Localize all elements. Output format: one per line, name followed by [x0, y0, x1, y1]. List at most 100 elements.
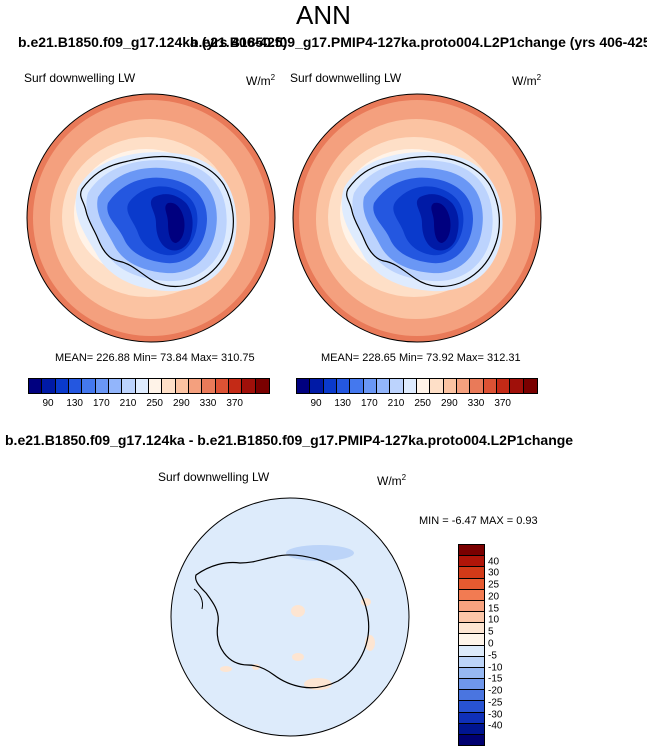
left-colorbar — [28, 378, 270, 394]
colorbar-swatch — [255, 379, 269, 393]
colorbar-swatch — [459, 634, 484, 646]
colorbar-swatch — [459, 701, 484, 713]
colorbar-tick-label: 25 — [488, 579, 500, 591]
diff-colorbar — [458, 544, 485, 746]
colorbar-swatch — [42, 379, 56, 393]
colorbar-tick-label: 20 — [488, 591, 500, 603]
colorbar-swatch — [403, 379, 417, 393]
colorbar-tick-label: 170 — [360, 398, 378, 409]
colorbar-tick-label: -10 — [488, 662, 503, 674]
colorbar-tick-label: 330 — [467, 398, 485, 409]
colorbar-tick-label: 90 — [310, 398, 322, 409]
colorbar-swatch — [297, 379, 311, 393]
colorbar-swatch — [336, 379, 351, 393]
right-case-title: b.e21.B1850.f09_g17.PMIP4-127ka.proto004… — [190, 34, 647, 50]
colorbar-tick-label: 130 — [334, 398, 351, 409]
colorbar-swatch — [323, 379, 337, 393]
colorbar-swatch — [82, 379, 96, 393]
colorbar-swatch — [459, 556, 484, 568]
colorbar-swatch — [496, 379, 511, 393]
diff-stats: MIN = -6.47 MAX = 0.93 — [419, 515, 538, 527]
right-polar-map — [292, 93, 542, 343]
colorbar-swatch — [202, 379, 216, 393]
colorbar-swatch — [108, 379, 123, 393]
colorbar-tick-label: 15 — [488, 603, 500, 615]
colorbar-swatch — [310, 379, 324, 393]
colorbar-swatch — [416, 379, 431, 393]
colorbar-swatch — [459, 600, 484, 613]
colorbar-swatch — [459, 734, 484, 746]
colorbar-swatch — [188, 379, 203, 393]
colorbar-swatch — [228, 379, 243, 393]
colorbar-tick-label: 170 — [92, 398, 110, 409]
colorbar-swatch — [376, 379, 391, 393]
colorbar-swatch — [95, 379, 109, 393]
colorbar-tick-label: 90 — [42, 398, 54, 409]
diff-units-label: W/m2 — [377, 473, 407, 488]
colorbar-tick-label: 5 — [488, 626, 494, 638]
left-variable-label: Surf downwelling LW — [24, 71, 136, 85]
colorbar-swatch — [470, 379, 484, 393]
colorbar-swatch — [350, 379, 364, 393]
colorbar-swatch — [215, 379, 229, 393]
colorbar-swatch — [523, 379, 537, 393]
colorbar-swatch — [459, 545, 484, 557]
colorbar-swatch — [459, 589, 484, 601]
colorbar-swatch — [483, 379, 497, 393]
colorbar-tick-label: 0 — [488, 638, 494, 650]
colorbar-swatch — [459, 656, 484, 668]
left-case-title: b.e21.B1850.f09_g17.124ka (yrs 406-425) — [18, 34, 288, 50]
colorbar-tick-label: -15 — [488, 673, 503, 685]
colorbar-swatch — [430, 379, 444, 393]
right-colorbar-ticks: 90 130 170 210 250 290 330 370 — [296, 398, 536, 412]
left-colorbar-ticks: 90 130 170 210 250 290 330 370 — [28, 398, 268, 412]
colorbar-tick-label: 40 — [488, 556, 500, 568]
colorbar-swatch — [459, 679, 484, 691]
left-units-label: W/m2 — [246, 73, 276, 88]
colorbar-swatch — [122, 379, 136, 393]
colorbar-swatch — [459, 690, 484, 702]
colorbar-swatch — [510, 379, 524, 393]
colorbar-swatch — [242, 379, 256, 393]
colorbar-tick-label: 210 — [119, 398, 137, 409]
colorbar-swatch — [162, 379, 176, 393]
diff-variable-label: Surf downwelling LW — [158, 470, 270, 484]
colorbar-swatch — [459, 645, 484, 657]
colorbar-swatch — [459, 567, 484, 579]
right-colorbar — [296, 378, 538, 394]
colorbar-tick-label: -20 — [488, 685, 503, 697]
colorbar-tick-label: -25 — [488, 697, 503, 709]
colorbar-tick-label: 370 — [494, 398, 511, 409]
colorbar-tick-label: -30 — [488, 709, 503, 721]
colorbar-swatch — [29, 379, 43, 393]
colorbar-swatch — [459, 612, 484, 624]
colorbar-swatch — [459, 723, 484, 735]
colorbar-tick-label: -40 — [488, 720, 503, 732]
colorbar-swatch — [459, 667, 484, 680]
colorbar-tick-label: 370 — [226, 398, 243, 409]
colorbar-swatch — [459, 712, 484, 724]
colorbar-tick-label: 290 — [440, 398, 458, 409]
colorbar-swatch — [55, 379, 69, 393]
colorbar-swatch — [175, 379, 189, 393]
diff-colorbar-ticks: 40 30 25 20 15 10 5 0 -5 -10 -15 -20 -25 -30 -40 — [488, 544, 528, 744]
colorbar-swatch — [135, 379, 149, 393]
colorbar-tick-label: 10 — [488, 614, 500, 626]
colorbar-tick-label: 290 — [172, 398, 190, 409]
colorbar-tick-label: 30 — [488, 567, 500, 579]
colorbar-tick-label: 250 — [146, 398, 163, 409]
figure-title: ANN — [296, 0, 351, 30]
colorbar-tick-label: -5 — [488, 650, 497, 662]
difference-title: b.e21.B1850.f09_g17.124ka - b.e21.B1850.… — [5, 432, 574, 448]
colorbar-tick-label: 330 — [199, 398, 217, 409]
colorbar-tick-label: 250 — [414, 398, 431, 409]
colorbar-swatch — [390, 379, 404, 393]
right-stats: MEAN= 228.65 Min= 73.92 Max= 312.31 — [321, 352, 521, 364]
left-polar-map — [26, 93, 276, 343]
colorbar-swatch — [68, 379, 83, 393]
colorbar-tick-label: 210 — [387, 398, 405, 409]
left-stats: MEAN= 226.88 Min= 73.84 Max= 310.75 — [55, 352, 255, 364]
colorbar-swatch — [459, 578, 484, 590]
colorbar-swatch — [456, 379, 471, 393]
right-units-label: W/m2 — [512, 73, 542, 88]
